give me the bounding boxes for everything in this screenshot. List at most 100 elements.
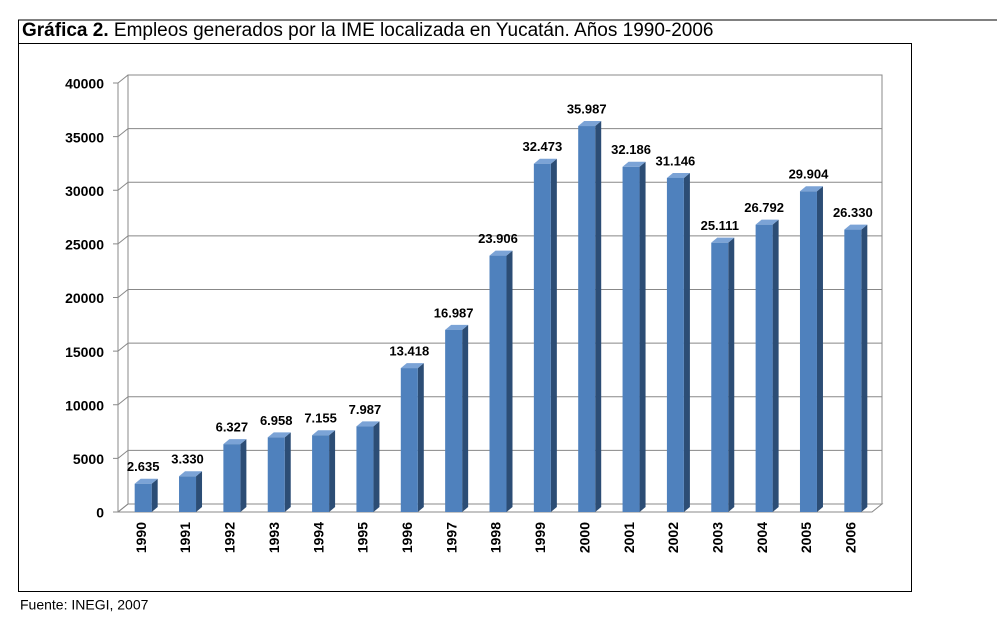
bar — [312, 435, 330, 512]
value-label: 32.186 — [611, 142, 651, 157]
value-label: 16.987 — [434, 305, 474, 320]
bar — [445, 329, 463, 512]
x-tick-label: 2001 — [621, 522, 637, 553]
value-label: 6.958 — [260, 413, 293, 428]
grid-line — [117, 181, 882, 191]
bar — [755, 224, 773, 512]
y-tick-label: 15000 — [65, 344, 104, 360]
bar-side — [240, 439, 247, 512]
value-label: 29.904 — [789, 167, 830, 182]
grid-line — [117, 74, 882, 84]
bar-top — [445, 324, 469, 330]
bar — [578, 126, 596, 512]
bar — [533, 163, 551, 512]
bar — [666, 177, 684, 512]
y-tick-label: 20000 — [65, 290, 104, 306]
x-tick-label: 2006 — [843, 522, 859, 553]
value-label: 26.330 — [833, 205, 873, 220]
bar-side — [772, 219, 779, 512]
value-label: 23.906 — [478, 231, 518, 246]
x-tick-label: 1993 — [266, 522, 282, 553]
value-label: 31.146 — [656, 153, 696, 168]
x-tick-label: 1991 — [177, 522, 193, 553]
bar-top — [267, 432, 291, 438]
bar-top — [134, 478, 158, 484]
bar-top — [755, 219, 779, 225]
value-label: 7.155 — [304, 411, 337, 426]
bar-top — [179, 471, 203, 477]
bar — [356, 426, 374, 512]
x-tick-label: 1992 — [222, 522, 238, 553]
bar-top — [312, 430, 336, 436]
bar-side — [373, 421, 380, 512]
bar-top — [578, 121, 602, 127]
bar — [400, 368, 418, 512]
bar-top — [799, 186, 823, 192]
bar-side — [816, 186, 823, 512]
y-tick-label: 10000 — [65, 397, 104, 413]
bar-side — [329, 430, 336, 512]
value-label: 35.987 — [567, 101, 607, 116]
bar-top — [489, 250, 513, 256]
y-tick-label: 30000 — [65, 183, 104, 199]
x-tick-label: 1997 — [443, 522, 459, 553]
bar-side — [595, 121, 602, 512]
bar-side — [683, 172, 690, 512]
bar — [622, 166, 640, 512]
bar-top — [711, 237, 735, 243]
title-text: Empleos generados por la IME localizada … — [114, 20, 714, 41]
x-tick-label: 2002 — [665, 522, 681, 553]
x-tick-label: 2004 — [754, 522, 770, 553]
value-label: 6.327 — [216, 420, 249, 435]
x-tick-label: 2003 — [709, 522, 725, 553]
x-tick-label: 1996 — [399, 522, 415, 553]
title-label: Gráfica 2. — [22, 20, 109, 41]
x-tick-label: 1995 — [355, 522, 371, 553]
value-label: 25.111 — [701, 218, 739, 233]
bar-side — [550, 158, 557, 512]
bar-top — [622, 161, 646, 167]
x-tick-label: 1994 — [310, 522, 326, 553]
y-tick-label: 0 — [96, 505, 104, 521]
bar — [799, 191, 817, 512]
y-tick-label: 35000 — [65, 129, 104, 145]
bar-side — [462, 324, 469, 512]
value-label: 26.792 — [744, 200, 784, 215]
y-tick-label: 25000 — [65, 237, 104, 253]
y-tick-label: 5000 — [73, 451, 104, 467]
bar — [489, 255, 507, 512]
x-tick-label: 1998 — [488, 522, 504, 553]
chart-border — [18, 43, 912, 592]
grid-line — [117, 128, 882, 138]
x-tick-label: 1999 — [532, 522, 548, 553]
bar — [134, 483, 152, 512]
value-label: 2.635 — [127, 459, 160, 474]
bar — [844, 229, 862, 512]
bar — [179, 476, 197, 512]
value-label: 13.418 — [389, 344, 429, 359]
chart-title: Gráfica 2. Empleos generados por la IME … — [22, 20, 714, 41]
bar-side — [639, 161, 646, 512]
y-tick-label: 40000 — [65, 76, 104, 92]
bar-side — [728, 237, 735, 513]
bar-top — [400, 363, 424, 369]
value-label: 3.330 — [171, 452, 204, 467]
bar-side — [284, 432, 291, 512]
bar-side — [417, 363, 424, 512]
value-label: 7.987 — [349, 402, 382, 417]
bar-top — [533, 158, 557, 164]
bar-top — [356, 421, 380, 427]
x-tick-label: 2005 — [798, 522, 814, 553]
bar — [223, 444, 241, 512]
x-tick-label: 1990 — [133, 522, 149, 553]
source: Fuente: INEGI, 2007 — [20, 597, 149, 613]
bar-side — [196, 471, 203, 512]
value-label: 32.473 — [522, 139, 562, 154]
bar-side — [506, 250, 513, 512]
bar-top — [844, 224, 868, 230]
x-tick-label: 2000 — [576, 522, 592, 553]
bar-top — [223, 439, 247, 445]
bar-side — [861, 224, 868, 512]
bar — [711, 242, 729, 513]
